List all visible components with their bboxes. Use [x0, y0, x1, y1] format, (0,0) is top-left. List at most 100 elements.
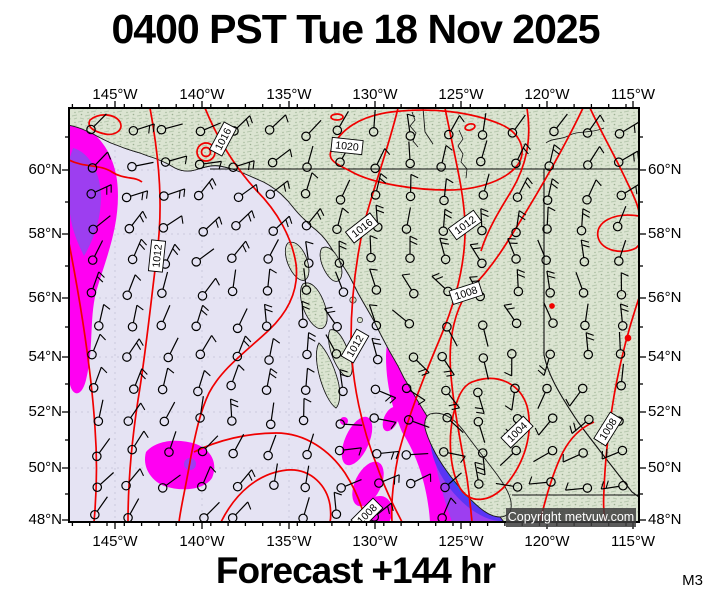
- page-title: 0400 PST Tue 18 Nov 2025: [111, 6, 600, 52]
- lon-label-top: 125°W: [438, 86, 484, 103]
- wind-barb: [191, 304, 209, 332]
- wind-barb: [301, 208, 325, 231]
- wind-barb: [331, 491, 342, 519]
- wind-barb: [336, 478, 362, 493]
- wind-barb: [405, 141, 415, 169]
- wind-barb: [93, 399, 104, 427]
- wind-barb: [298, 300, 310, 329]
- lon-label-bottom: 140°W: [179, 533, 225, 550]
- lon-label-bottom: 125°W: [438, 533, 484, 550]
- wind-barb: [193, 370, 211, 397]
- wind-barb: [300, 465, 311, 493]
- wind-barb: [227, 240, 250, 264]
- wind-barb: [614, 239, 627, 266]
- wind-barb: [122, 338, 144, 362]
- wind-barb: [576, 208, 591, 236]
- wind-barb: [537, 349, 556, 376]
- wind-barb: [473, 387, 485, 415]
- wind-barb: [513, 268, 526, 297]
- wind-barb: [369, 268, 382, 295]
- wind-barb: [374, 474, 400, 488]
- wind-barb: [335, 179, 351, 205]
- wind-barb: [195, 335, 217, 360]
- wind-barb: [477, 320, 489, 347]
- wind-barb: [439, 237, 451, 265]
- wind-barb: [511, 210, 527, 238]
- wind-barb: [537, 239, 551, 266]
- lon-label-top: 115°W: [610, 86, 656, 103]
- wind-barb: [512, 177, 533, 203]
- wind-barb: [197, 435, 219, 457]
- wind-barb: [366, 235, 378, 263]
- wind-barb: [368, 109, 379, 137]
- wind-barb: [159, 401, 176, 427]
- wind-barb: [87, 151, 112, 173]
- wind-barb: [469, 243, 487, 269]
- wind-barb: [302, 433, 315, 460]
- wind-barb: [503, 303, 522, 329]
- wind-barb: [302, 332, 316, 360]
- lon-label-top: 135°W: [266, 86, 312, 103]
- wind-barb: [325, 334, 342, 359]
- wind-barb: [569, 414, 594, 434]
- wind-barb: [504, 383, 520, 411]
- wind-barb: [334, 271, 349, 297]
- lat-label-left: 48°N: [28, 511, 62, 528]
- wind-barb: [233, 183, 259, 203]
- wind-barb: [261, 368, 278, 396]
- lat-label-right: 58°N: [648, 225, 682, 242]
- lon-label-bottom: 145°W: [92, 533, 138, 550]
- wind-barb: [157, 474, 181, 493]
- wind-barb: [439, 178, 454, 206]
- wind-barb: [408, 352, 430, 376]
- border-lines: [210, 108, 639, 498]
- wind-barb: [441, 385, 460, 411]
- map-frame: [68, 107, 640, 523]
- svg-text:1020: 1020: [335, 139, 360, 153]
- lat-label-right: 52°N: [648, 403, 682, 420]
- wind-barb: [405, 473, 432, 489]
- wind-barb: [300, 367, 315, 395]
- wind-barb: [265, 402, 276, 430]
- wind-barb: [197, 277, 220, 301]
- wind-barb: [565, 383, 588, 407]
- wind-barb: [391, 309, 415, 329]
- wind-barb: [534, 413, 558, 436]
- wind-barb: [128, 368, 148, 394]
- wind-barb: [198, 216, 223, 237]
- wind-barb: [163, 337, 179, 363]
- wind-barb: [600, 480, 628, 491]
- lat-label-right: 54°N: [648, 348, 682, 365]
- wind-barb: [127, 430, 149, 455]
- lon-label-top: 120°W: [524, 86, 570, 103]
- wind-barb: [582, 146, 605, 170]
- wind-barb: [537, 383, 552, 409]
- wind-barb: [542, 178, 559, 205]
- lat-label-left: 58°N: [28, 225, 62, 242]
- wind-barb: [475, 140, 488, 167]
- lon-label-top: 130°W: [352, 86, 398, 103]
- wind-barb: [227, 269, 238, 297]
- wind-barb: [232, 335, 252, 362]
- lon-label-top: 140°W: [179, 86, 225, 103]
- wind-barb: [265, 180, 291, 200]
- wind-barb: [478, 173, 490, 200]
- wind-barb: [298, 497, 310, 522]
- wind-barb: [473, 416, 486, 443]
- wind-barb: [226, 364, 245, 391]
- wind-barb: [437, 497, 457, 522]
- lat-label-right: 48°N: [648, 511, 682, 528]
- wind-barb: [301, 268, 312, 295]
- forecast-hour-title: Forecast +144 hr: [215, 550, 496, 591]
- wind-barb: [478, 353, 489, 380]
- lon-label-bottom: 115°W: [610, 533, 656, 550]
- wind-barb: [436, 145, 453, 172]
- wind-barb: [90, 496, 108, 520]
- wind-barb: [442, 412, 464, 434]
- wind-barb: [504, 349, 517, 377]
- wind-barb: [157, 271, 169, 299]
- wind-barb: [264, 337, 281, 365]
- wind-barb: [197, 466, 217, 492]
- lon-label-bottom: 120°W: [524, 533, 570, 550]
- wind-barb: [477, 208, 489, 236]
